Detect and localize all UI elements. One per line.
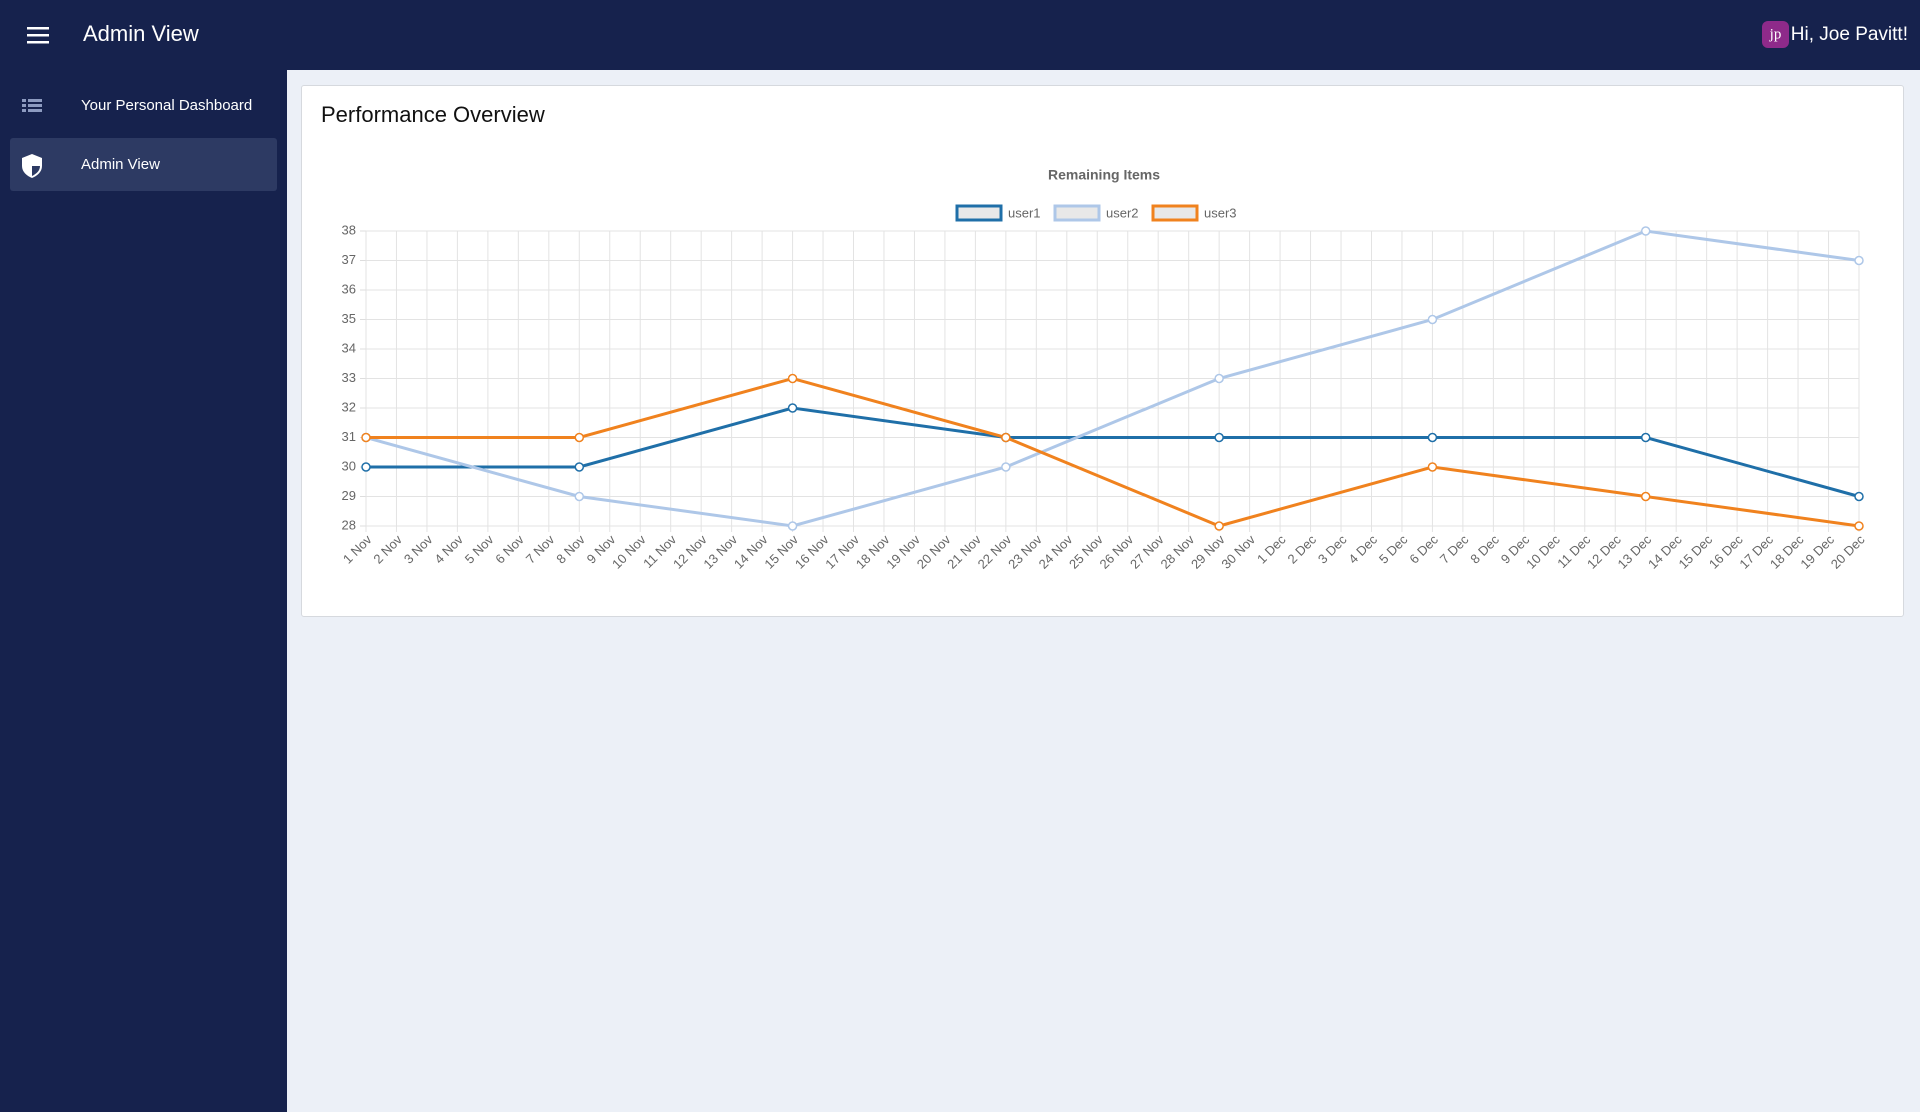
x-tick-label: 4 Dec [1345,532,1380,567]
x-tick-label: 7 Nov [523,532,558,567]
x-tick-label: 3 Dec [1315,532,1350,567]
x-tick-label: 6 Nov [492,532,527,567]
point [1214,432,1224,443]
legend-swatch [1151,204,1199,222]
nav-item[interactable]: Your Personal Dashboard [10,80,277,132]
point [574,491,585,502]
menu-button[interactable] [27,27,49,44]
legend-label: user1 [1008,205,1041,220]
x-tick-label: 5 Dec [1376,532,1411,567]
y-tick-label: 31 [342,429,356,444]
x-tick-label: 10 Dec [1523,532,1563,572]
x-tick-label: 7 Dec [1437,532,1472,567]
point [1854,491,1864,502]
chart: Performance Overview Remaining Items 28 2… [321,102,1868,572]
avatar[interactable] [1762,21,1789,48]
x-tick-label: 30 Nov [1218,532,1258,572]
legend-swatch [955,204,1003,222]
x-tick-label: 10 Nov [609,532,649,572]
y-tick-label: 29 [342,488,356,503]
point [1854,255,1864,266]
nav-label: Your Personal Dashboard [81,97,252,114]
point [1427,314,1438,325]
y-tick-label: 38 [342,222,356,237]
point [1427,462,1438,472]
x-tick-label: 8 Nov [553,532,588,567]
nav-item-active[interactable]: Admin View [10,138,277,191]
point [787,373,798,384]
x-tick-label: 6 Dec [1406,532,1441,567]
y-tick-label: 30 [342,458,356,473]
x-tick-label: 1 Dec [1254,532,1289,567]
series-line [366,376,1860,528]
point [787,403,798,413]
legend-swatch [1053,204,1101,222]
x-tick-label: 20 Dec [1828,532,1868,572]
point [1001,462,1011,472]
app-header: Admin View jp Hi, Joe Pavitt! [0,0,1920,70]
y-tick-label: 34 [342,340,356,355]
point [1640,491,1651,502]
legend-label: user2 [1106,205,1139,220]
header-svg: Admin View jp Hi, Joe Pavitt! [27,21,1908,48]
point [1214,521,1224,531]
x-tick-label: 8 Dec [1467,532,1502,567]
y-tick-label: 33 [342,370,356,385]
y-tick-label: 37 [342,252,356,267]
y-tick-label: 32 [342,399,356,414]
point [1854,521,1864,531]
greeting: Hi, Joe Pavitt! [1791,24,1908,45]
point [1640,432,1651,443]
nav-label: Admin View [81,156,160,173]
avatar-initials: jp [1769,26,1782,42]
series-line [365,229,1860,528]
x-tick-label: 1 Nov [340,532,375,567]
series-line [366,406,1860,498]
point [361,462,371,472]
point [1214,373,1224,384]
point [787,521,798,531]
point [574,432,585,443]
sidebar-svg: Your Personal Dashboard Admin View [10,80,277,191]
y-tick-label: 35 [342,311,356,326]
x-tick-label: 4 Nov [431,532,466,567]
y-tick-label: 28 [342,517,356,532]
chart-title: Remaining Items [1048,167,1160,183]
x-tick-label: 5 Nov [462,532,497,567]
point [1427,432,1438,443]
card-title: Performance Overview [321,102,545,127]
point [1001,432,1011,443]
x-tick-label: 2 Dec [1284,532,1319,567]
x-tick-label: 2 Nov [370,532,405,567]
point [574,462,585,472]
point [1640,226,1651,236]
sidebar: Your Personal Dashboard Admin View [0,70,287,1112]
point [361,432,371,443]
header-title: Admin View [83,21,199,46]
legend-label: user3 [1204,205,1237,220]
y-tick-label: 36 [342,281,356,296]
card: Performance Overview Remaining Items 28 2… [301,85,1904,617]
x-tick-label: 3 Nov [401,532,436,567]
